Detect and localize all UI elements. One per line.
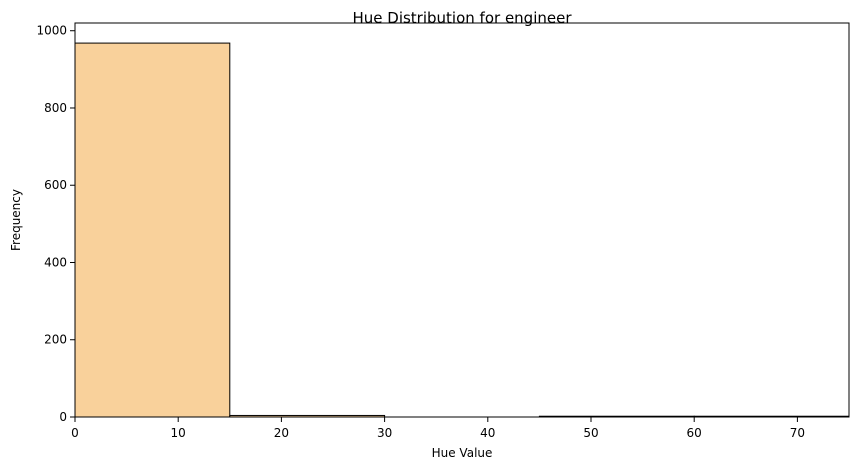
x-tick-label: 20 <box>274 426 289 440</box>
y-tick-label: 0 <box>59 410 67 424</box>
histogram-bar-0 <box>74 42 231 418</box>
x-tick-label: 50 <box>583 426 598 440</box>
x-tick-label: 60 <box>687 426 702 440</box>
x-axis-label: Hue Value <box>432 446 493 460</box>
plot-frame <box>74 22 850 418</box>
y-axis-ticks: 0 200 400 600 800 1000 <box>36 24 75 424</box>
x-tick-label: 70 <box>790 426 805 440</box>
y-tick-label: 600 <box>44 178 67 192</box>
x-tick-label: 40 <box>480 426 495 440</box>
x-tick-label: 10 <box>171 426 186 440</box>
x-axis-ticks: 0 10 20 30 40 50 60 70 <box>71 417 805 440</box>
y-tick-label: 400 <box>44 255 67 269</box>
y-axis-label: Frequency <box>9 189 23 251</box>
y-tick-label: 800 <box>44 101 67 115</box>
y-tick-label: 200 <box>44 333 67 347</box>
bars-group <box>74 42 850 418</box>
y-tick-label: 1000 <box>36 24 67 38</box>
chart-title: Hue Distribution for engineer <box>352 9 572 27</box>
x-tick-label: 30 <box>377 426 392 440</box>
x-tick-label: 0 <box>71 426 79 440</box>
